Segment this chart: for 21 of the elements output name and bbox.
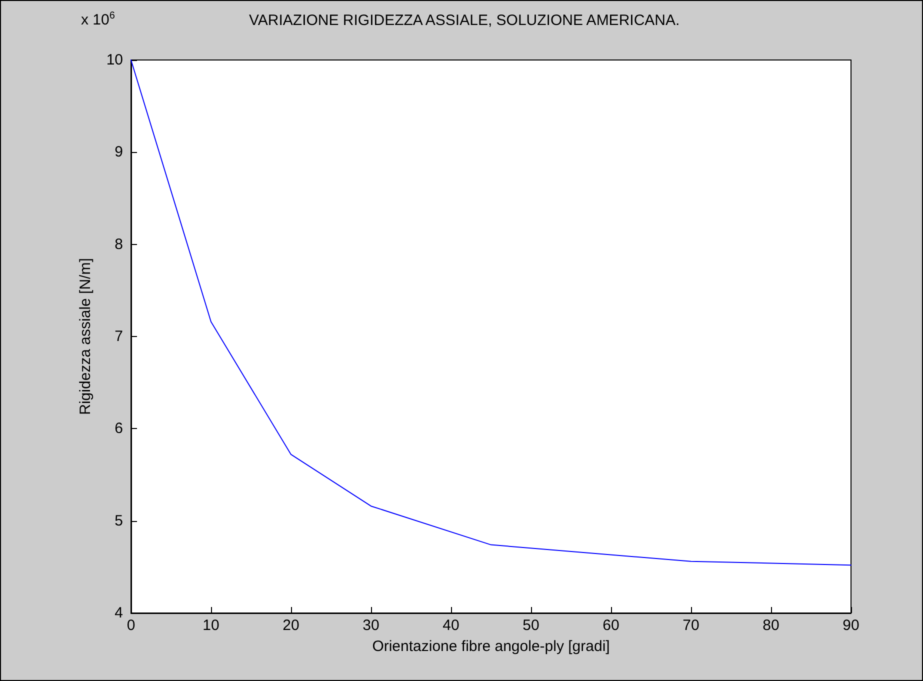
x-tick-label: 0 (126, 617, 136, 634)
y-tick-label: 5 (114, 512, 123, 530)
x-tick-label: 90 (842, 617, 860, 634)
x-tick-label: 80 (762, 617, 780, 634)
x-tick-label: 50 (522, 617, 540, 634)
x-tick-label: 30 (362, 617, 380, 634)
x-tick-label: 20 (282, 617, 300, 634)
y-tick-label: 4 (114, 604, 123, 622)
y-tick-label: 7 (114, 328, 123, 345)
x-tick-label: 70 (682, 617, 700, 634)
chart-title: VARIAZIONE RIGIDEZZA ASSIALE, SOLUZIONE AMERICANA. (249, 12, 680, 29)
x-tick-label: 40 (442, 617, 460, 634)
y-tick-label: 9 (114, 144, 123, 161)
y-axis-title: Rigidezza assiale [N/m] (77, 258, 94, 415)
x-axis-title: Orientazione fibre angole-ply [gradi] (372, 638, 610, 655)
y-tick-label: 10 (106, 52, 123, 68)
x-tick-label: 10 (202, 617, 220, 634)
x-tick-label: 60 (602, 617, 620, 634)
line-series (130, 60, 852, 566)
y-tick-label: 8 (114, 236, 123, 253)
y-tick-label: 6 (114, 420, 123, 438)
